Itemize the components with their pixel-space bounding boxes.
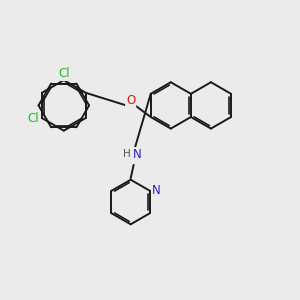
- Text: Cl: Cl: [27, 112, 39, 124]
- Text: N: N: [133, 148, 142, 161]
- Text: N: N: [152, 184, 161, 197]
- Text: H: H: [123, 148, 131, 159]
- Text: O: O: [126, 94, 135, 107]
- Text: Cl: Cl: [58, 67, 70, 80]
